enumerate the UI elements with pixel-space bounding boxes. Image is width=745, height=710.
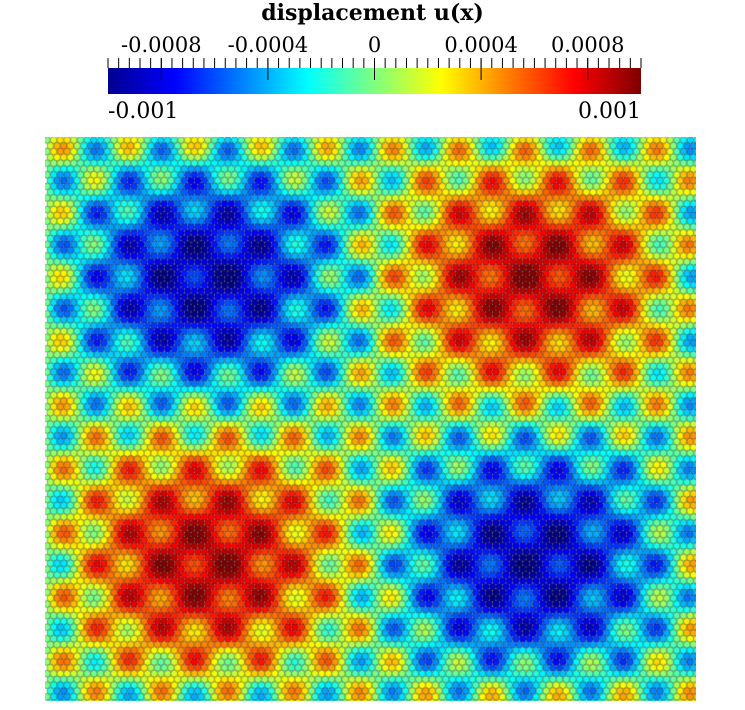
- colorbar-max-label: 0.001: [578, 99, 641, 124]
- colorbar-tick-label: 0: [367, 33, 382, 57]
- colorbar-tick-label: 0.0008: [550, 33, 625, 57]
- displacement-field-plot: [45, 137, 696, 701]
- colorbar-tick-label: -0.0008: [121, 33, 202, 57]
- colorbar-tick-label: 0.0004: [444, 33, 518, 57]
- colorbar: [107, 58, 642, 94]
- colorbar-tick-label: -0.0004: [227, 33, 309, 57]
- colorbar-min-label: -0.001: [108, 99, 179, 124]
- colorbar-title: displacement u(x): [261, 0, 484, 26]
